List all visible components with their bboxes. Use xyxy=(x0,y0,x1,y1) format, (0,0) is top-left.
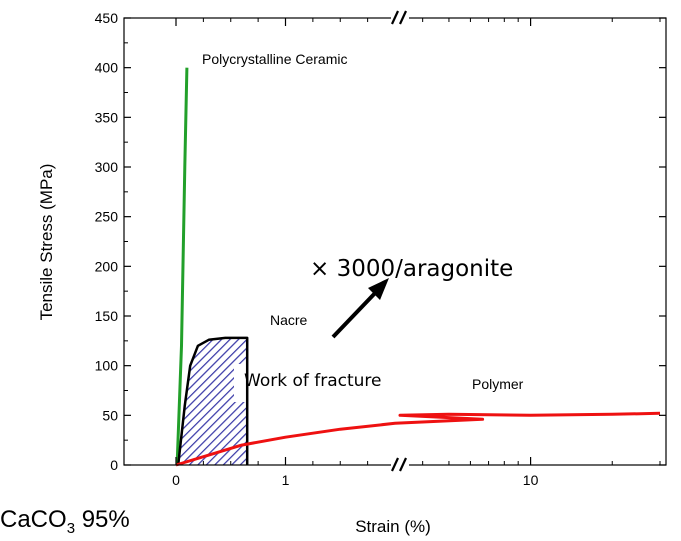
y-axis: 0 50 100 150 200 250 300 350 400 450 xyxy=(95,10,666,473)
y-tick-label: 0 xyxy=(110,457,118,473)
y-axis-label: Tensile Stress (MPa) xyxy=(37,164,56,321)
axis-break-bottom xyxy=(391,457,409,472)
y-tick-label: 50 xyxy=(102,407,118,423)
y-tick-label: 100 xyxy=(95,358,119,374)
x-axis-label: Strain (%) xyxy=(355,517,431,536)
y-tick-label: 250 xyxy=(95,209,119,225)
plot-marks xyxy=(175,67,661,467)
y-tick-label: 200 xyxy=(95,258,119,274)
caco3-footnote: CaCO3 95% xyxy=(0,506,130,537)
caco3-subscript: 3 xyxy=(66,519,76,537)
label-multiplier: × 3000/aragonite xyxy=(310,256,513,282)
axis-break-top xyxy=(391,10,409,25)
label-polymer: Polymer xyxy=(472,376,524,392)
x-tick-label: 0 xyxy=(172,472,180,488)
series-polycrystalline-ceramic xyxy=(175,67,189,466)
x-tick-label: 1 xyxy=(282,472,290,488)
work-of-fracture-area xyxy=(178,337,248,465)
caco3-suffix: 95% xyxy=(75,506,130,533)
y-tick-label: 450 xyxy=(95,10,119,26)
label-nacre: Nacre xyxy=(270,312,308,328)
label-polycrystalline-ceramic: Polycrystalline Ceramic xyxy=(202,51,347,67)
y-tick-label: 300 xyxy=(95,159,119,175)
work-of-fracture-label-bg xyxy=(234,364,429,402)
x-tick-label: 10 xyxy=(523,472,539,488)
y-tick-label: 350 xyxy=(95,109,119,125)
arrow-annotation xyxy=(331,278,389,339)
y-tick-label: 150 xyxy=(95,308,119,324)
series-polymer xyxy=(175,411,661,467)
label-work-of-fracture: Work of fracture xyxy=(244,371,382,391)
y-tick-label: 400 xyxy=(95,60,119,76)
caco3-prefix: CaCO xyxy=(0,506,67,533)
series-nacre xyxy=(176,336,249,466)
